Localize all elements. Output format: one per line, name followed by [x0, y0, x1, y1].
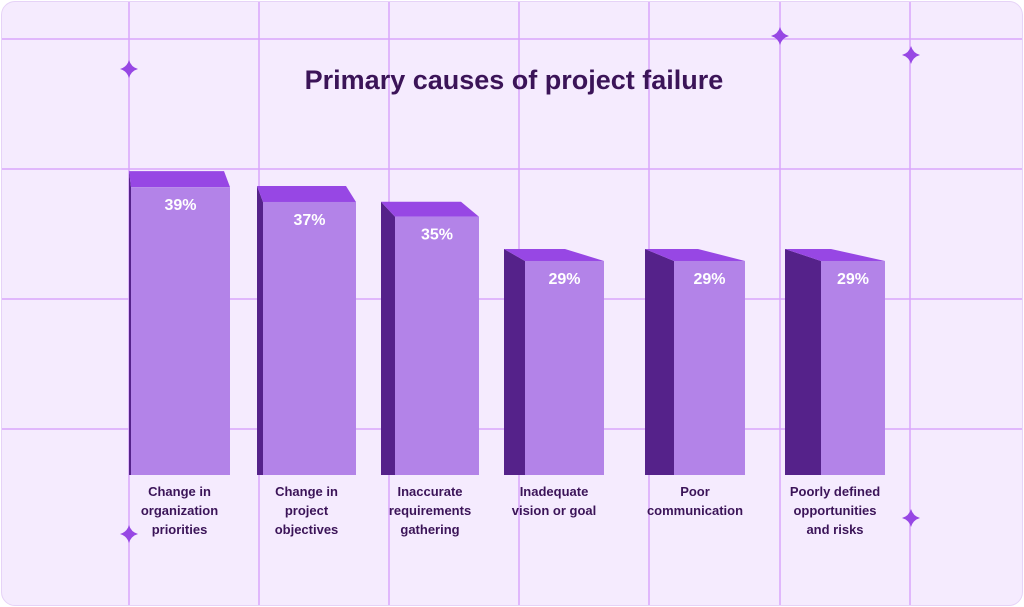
bar	[395, 216, 479, 475]
star-icon	[120, 60, 138, 78]
bar-top	[129, 171, 230, 188]
tick-label-line: Poor	[680, 484, 710, 499]
bar-side	[381, 201, 395, 475]
bar-group: 35%	[381, 201, 479, 475]
tick-label-line: objectives	[275, 522, 339, 537]
chart-title: Primary causes of project failure	[305, 65, 724, 95]
tick-label-line: project	[285, 503, 329, 518]
data-label: 29%	[548, 271, 580, 288]
star-icon	[902, 46, 920, 64]
data-label: 35%	[421, 227, 453, 244]
bar	[674, 260, 745, 475]
bar	[263, 201, 356, 475]
tick-label-line: Change in	[275, 484, 338, 499]
bar-top	[257, 185, 356, 202]
bars: 39% 37% 35% 29% 29% 29%	[129, 171, 885, 475]
bar-side	[504, 248, 525, 475]
tick-label-line: requirements	[389, 503, 471, 518]
data-label: 37%	[293, 212, 325, 229]
tick-label-line: and risks	[806, 522, 863, 537]
tick-label-line: Poorly defined	[790, 484, 880, 499]
tick-label: Poorly defined opportunities and risks	[790, 484, 880, 537]
tick-label: Change in organization priorities	[141, 484, 218, 537]
tick-label: Poor communication	[647, 484, 743, 518]
bar-top	[504, 248, 604, 261]
tick-label-line: organization	[141, 503, 218, 518]
bar-top	[645, 248, 745, 261]
bar	[821, 260, 885, 475]
decorative-stars	[120, 27, 920, 543]
tick-label-line: gathering	[400, 522, 459, 537]
bar-side	[257, 185, 263, 475]
bar-top	[381, 201, 479, 217]
star-icon	[120, 525, 138, 543]
tick-label-line: Change in	[148, 484, 211, 499]
bar-group: 29%	[785, 248, 885, 475]
bar-group: 29%	[645, 248, 745, 475]
bar-side	[785, 248, 821, 475]
star-icon	[902, 509, 920, 527]
tick-label: Inaccurate requirements gathering	[389, 484, 471, 537]
bar	[131, 187, 230, 475]
data-label: 39%	[164, 197, 196, 214]
tick-label: Change in project objectives	[275, 484, 339, 537]
bar-group: 37%	[257, 185, 356, 475]
bar-side	[645, 248, 674, 475]
tick-label-line: priorities	[152, 522, 208, 537]
tick-label-line: communication	[647, 503, 743, 518]
bar-side	[129, 171, 131, 475]
bar-group: 29%	[504, 248, 604, 475]
data-label: 29%	[837, 271, 869, 288]
tick-label-line: Inaccurate	[397, 484, 462, 499]
data-label: 29%	[693, 271, 725, 288]
star-icon	[771, 27, 789, 45]
tick-label-line: vision or goal	[512, 503, 597, 518]
tick-label-line: opportunities	[793, 503, 876, 518]
bar-top	[785, 248, 885, 261]
bar-group: 39%	[129, 171, 230, 475]
tick-label: Inadequate vision or goal	[512, 484, 597, 518]
tick-label-line: Inadequate	[520, 484, 589, 499]
bar	[525, 260, 604, 475]
